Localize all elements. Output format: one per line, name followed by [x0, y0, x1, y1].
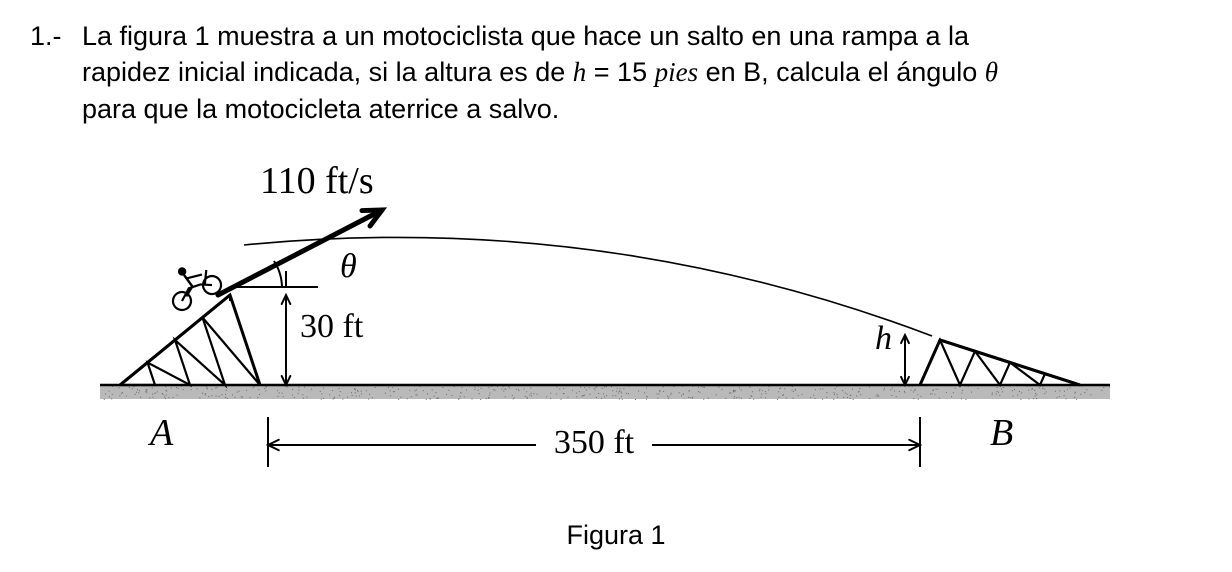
problem-line2b: en B, calcula el ángulo — [698, 57, 985, 87]
page: 1.-La figura 1 muestra a un motociclista… — [0, 0, 1232, 572]
svg-text:30 ft: 30 ft — [300, 308, 364, 345]
problem-unit: pies — [655, 57, 699, 87]
problem-theta: θ — [985, 57, 998, 87]
problem-line3: para que la motocicleta aterrice a salvo… — [82, 94, 559, 124]
figure-caption: Figura 1 — [0, 520, 1232, 551]
svg-text:350 ft: 350 ft — [554, 424, 635, 461]
problem-statement: 1.-La figura 1 muestra a un motociclista… — [30, 18, 1202, 127]
svg-text:θ: θ — [340, 248, 357, 285]
problem-number: 1.- — [30, 18, 82, 54]
svg-text:h: h — [875, 320, 892, 357]
problem-body: La figura 1 muestra a un motociclista qu… — [82, 18, 1198, 127]
svg-text:110 ft/s: 110 ft/s — [260, 160, 374, 202]
problem-h-symbol: h — [573, 57, 587, 87]
svg-text:B: B — [990, 412, 1013, 454]
svg-text:A: A — [147, 412, 174, 454]
problem-eq: = 15 — [586, 57, 654, 87]
figure: 110 ft/s θ 30 ft h 350 ft A B — [0, 155, 1232, 535]
problem-line2a: rapidez inicial indicada, si la altura e… — [82, 57, 573, 87]
problem-line1: La figura 1 muestra a un motociclista qu… — [82, 21, 969, 51]
figure-svg: 110 ft/s θ 30 ft h 350 ft A B — [0, 155, 1232, 495]
